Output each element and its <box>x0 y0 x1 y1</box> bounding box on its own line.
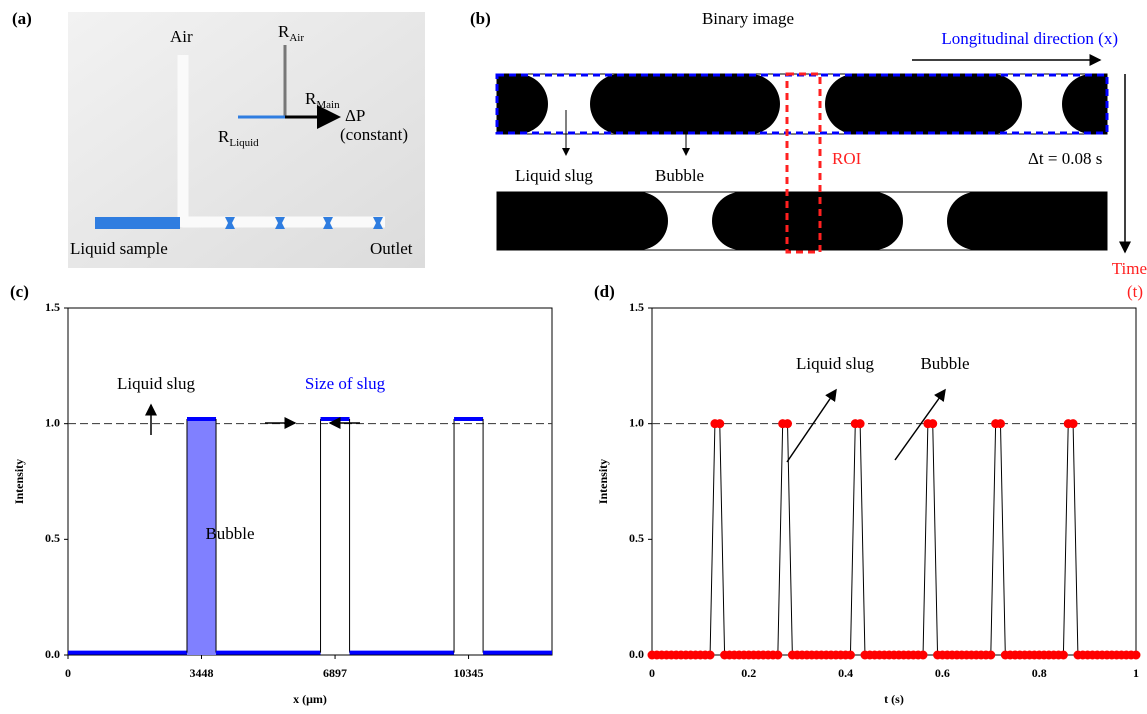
x-tick-label: 6897 <box>323 666 347 680</box>
panel-label: (c) <box>10 282 29 301</box>
x-axis-label: x (μm) <box>293 692 327 706</box>
panel-b: (b) Binary image Longitudinal direction … <box>470 9 1147 301</box>
bubbles-bottom <box>497 192 1107 250</box>
annotation: Bubble <box>920 354 969 373</box>
x-tick-label: 0 <box>649 666 655 680</box>
marker <box>1132 651 1141 660</box>
r: R <box>218 127 230 146</box>
pressure-label: ΔP <box>345 106 365 125</box>
panel-label: (a) <box>12 9 32 28</box>
time-symbol: (t) <box>1127 282 1143 301</box>
marker <box>783 419 792 428</box>
x-tick-label: 1 <box>1133 666 1139 680</box>
marker <box>986 651 995 660</box>
x-tick-label: 3448 <box>190 666 214 680</box>
marker <box>928 419 937 428</box>
y-tick-label: 0.0 <box>45 647 60 661</box>
x-tick-label: 0.4 <box>838 666 853 680</box>
x-tick-label: 0.8 <box>1032 666 1047 680</box>
r: R <box>305 89 317 108</box>
r: R <box>278 22 290 41</box>
annotation: Liquid slug <box>796 354 874 373</box>
y-axis-label: Intensity <box>12 459 26 504</box>
title: Binary image <box>702 9 794 28</box>
marker <box>996 419 1005 428</box>
plot-frame <box>68 308 552 655</box>
annotation: Bubble <box>205 524 254 543</box>
marker <box>1059 651 1068 660</box>
sub: Air <box>289 32 304 44</box>
series-line <box>652 424 1136 655</box>
y-tick-label: 1.0 <box>629 415 644 429</box>
plot-frame <box>652 308 1136 655</box>
figure: (a) Air RAir RMain RLiquid ΔP (constant)… <box>0 0 1147 714</box>
panel-a: (a) Air RAir RMain RLiquid ΔP (constant)… <box>12 9 425 268</box>
liquid <box>95 217 180 229</box>
y-tick-label: 1.5 <box>45 300 60 314</box>
x-tick-label: 0 <box>65 666 71 680</box>
bubble-label: Bubble <box>655 166 704 185</box>
sub: Main <box>316 99 340 111</box>
time-label: Time <box>1112 259 1147 278</box>
x-tick-label: 0.2 <box>741 666 756 680</box>
x-tick-label: 0.6 <box>935 666 950 680</box>
y-tick-label: 1.0 <box>45 415 60 429</box>
roi-label: ROI <box>832 149 862 168</box>
delta-t-label: Δt = 0.08 s <box>1028 149 1102 168</box>
chart: (d) 0.0 0.5 1.0 1.5 0 0.2 0.4 0.6 0.8 1 t (s) Intens… <box>594 282 1141 706</box>
marker <box>773 651 782 660</box>
marker <box>846 651 855 660</box>
air-label: Air <box>170 27 193 46</box>
annotation: Liquid slug <box>117 374 195 393</box>
marker <box>1069 419 1078 428</box>
liquid-sample-label: Liquid sample <box>70 239 168 258</box>
x-tick-label: 10345 <box>454 666 484 680</box>
direction-label: Longitudinal direction (x) <box>941 29 1118 48</box>
x-axis-label: t (s) <box>884 692 904 706</box>
outlet-label: Outlet <box>370 239 413 258</box>
liquid-slug-label: Liquid slug <box>515 166 593 185</box>
y-tick-label: 0.0 <box>629 647 644 661</box>
y-tick-label: 0.5 <box>629 531 644 545</box>
chart: (c) 0.0 0.5 1.0 1.5 0 3448 6897 10345 x (μm) Inten… <box>10 282 552 706</box>
pressure-note: (constant) <box>340 125 408 144</box>
annotation-arrow <box>895 390 945 460</box>
marker <box>715 419 724 428</box>
panel-label: (d) <box>594 282 615 301</box>
annotation: Size of slug <box>305 374 386 393</box>
y-tick-label: 1.5 <box>629 300 644 314</box>
sub: Liquid <box>229 137 259 149</box>
y-axis-label: Intensity <box>596 459 610 504</box>
marker <box>706 651 715 660</box>
marker <box>919 651 928 660</box>
y-tick-label: 0.5 <box>45 531 60 545</box>
marker <box>856 419 865 428</box>
panel-label: (b) <box>470 9 491 28</box>
annotation-arrow <box>787 390 836 462</box>
